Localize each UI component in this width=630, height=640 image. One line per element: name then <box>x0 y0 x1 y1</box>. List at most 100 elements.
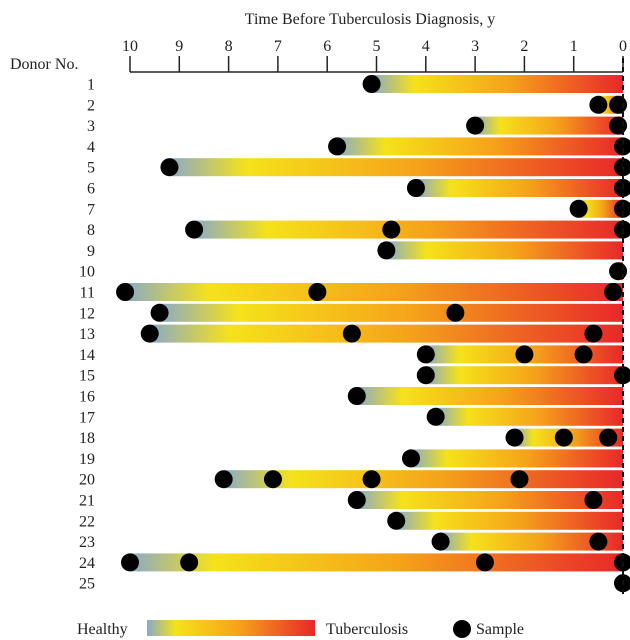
sample-dot <box>584 324 603 343</box>
donor-bar <box>130 553 623 572</box>
donor-bar <box>396 511 623 530</box>
sample-dot <box>510 470 529 489</box>
donor-label: 3 <box>87 118 95 135</box>
donor-label: 24 <box>79 555 95 572</box>
donor-label: 2 <box>87 97 95 114</box>
sample-dot <box>140 324 159 343</box>
sample-dot <box>426 407 445 426</box>
donor-label: 4 <box>87 139 95 156</box>
sample-dot <box>150 303 169 322</box>
x-tick-label: 0 <box>619 38 627 55</box>
sample-dot <box>609 262 628 281</box>
donor-label: 21 <box>79 493 95 510</box>
donor-label: 19 <box>79 451 95 468</box>
donor-bar <box>194 220 623 239</box>
sample-dot <box>431 532 450 551</box>
legend-tuberculosis-label: Tuberculosis <box>326 621 408 638</box>
donor-label: 12 <box>79 305 95 322</box>
sample-dot <box>121 553 139 572</box>
donor-bar <box>125 283 623 301</box>
donor-label: 25 <box>79 576 95 593</box>
donor-bar <box>159 303 623 322</box>
donor-bar <box>386 241 623 260</box>
sample-dot <box>505 428 524 447</box>
donor-bar <box>356 387 623 405</box>
donor-label: 8 <box>87 222 95 239</box>
chart-title: Time Before Tuberculosis Diagnosis, y <box>245 11 496 28</box>
sample-dot <box>180 553 199 572</box>
sample-dot <box>347 387 366 405</box>
donor-label: 23 <box>79 534 95 551</box>
donor-label: 10 <box>79 264 95 281</box>
legend-sample-label: Sample <box>476 621 524 638</box>
sample-dot <box>614 137 630 156</box>
donor-bar <box>425 366 623 385</box>
donor-label: 14 <box>79 347 95 364</box>
sample-dot <box>214 470 233 489</box>
x-tick-label: 3 <box>471 38 479 55</box>
legend: Healthy Tuberculosis Sample <box>77 620 524 638</box>
sample-dot <box>382 220 401 239</box>
donor-bars <box>125 75 624 593</box>
sample-dot <box>406 179 425 197</box>
donor-bar <box>411 449 623 468</box>
x-tick-label: 10 <box>122 38 138 55</box>
donor-bar <box>337 137 623 156</box>
sample-dot <box>599 428 618 447</box>
sample-dot <box>347 491 366 509</box>
x-tick-label: 9 <box>175 38 183 55</box>
donor-bar <box>440 532 623 551</box>
donor-bar <box>223 470 624 489</box>
donor-bar <box>169 158 623 177</box>
sample-dot <box>116 283 135 301</box>
sample-dot <box>554 428 573 447</box>
x-tick-label: 2 <box>520 38 528 55</box>
sample-dot <box>342 324 361 343</box>
donor-label: 20 <box>79 472 95 489</box>
donor-bar <box>415 179 623 197</box>
legend-gradient-bar <box>147 620 315 636</box>
sample-dot <box>569 199 588 218</box>
sample-dot <box>609 95 628 114</box>
legend-sample-dot <box>453 620 471 638</box>
donor-bar <box>371 75 623 93</box>
x-tick-label: 8 <box>225 38 233 55</box>
sample-dot <box>589 532 608 551</box>
x-tick-label: 7 <box>274 38 282 55</box>
donor-label: 15 <box>79 368 95 385</box>
sample-dot <box>402 449 421 468</box>
x-axis: 10 9 8 7 6 5 4 3 2 1 0 <box>122 38 627 73</box>
x-tick-label: 4 <box>422 38 430 55</box>
donor-label: 6 <box>87 181 95 198</box>
sample-dot <box>614 199 630 218</box>
sample-dot <box>604 283 623 301</box>
donor-label: 13 <box>79 326 95 343</box>
donor-label: 11 <box>80 285 95 302</box>
sample-dot <box>416 345 435 364</box>
donor-label: 9 <box>87 243 95 260</box>
sample-dot <box>589 95 608 114</box>
donor-bar <box>475 116 623 135</box>
sample-dot <box>362 75 381 93</box>
donor-label: 7 <box>87 201 95 218</box>
y-axis-label: Donor No. <box>10 56 78 73</box>
sample-dot <box>328 137 347 156</box>
sample-dot <box>263 470 282 489</box>
donor-bar <box>578 199 623 218</box>
sample-dot <box>466 116 485 135</box>
donor-label: 22 <box>79 513 95 530</box>
sample-dot <box>515 345 534 364</box>
donor-labels: 1234567891011121314151617181920212223242… <box>79 77 95 593</box>
donor-bar <box>149 324 623 343</box>
legend-healthy-label: Healthy <box>77 621 128 638</box>
sample-dot <box>574 345 593 364</box>
donor-label: 1 <box>87 77 95 94</box>
donor-label: 5 <box>87 160 95 177</box>
sample-dot <box>362 470 381 489</box>
sample-dot <box>475 553 494 572</box>
sample-dot <box>377 241 396 260</box>
x-tick-label: 5 <box>373 38 381 55</box>
sample-dot <box>416 366 435 385</box>
sample-dot <box>584 491 603 509</box>
